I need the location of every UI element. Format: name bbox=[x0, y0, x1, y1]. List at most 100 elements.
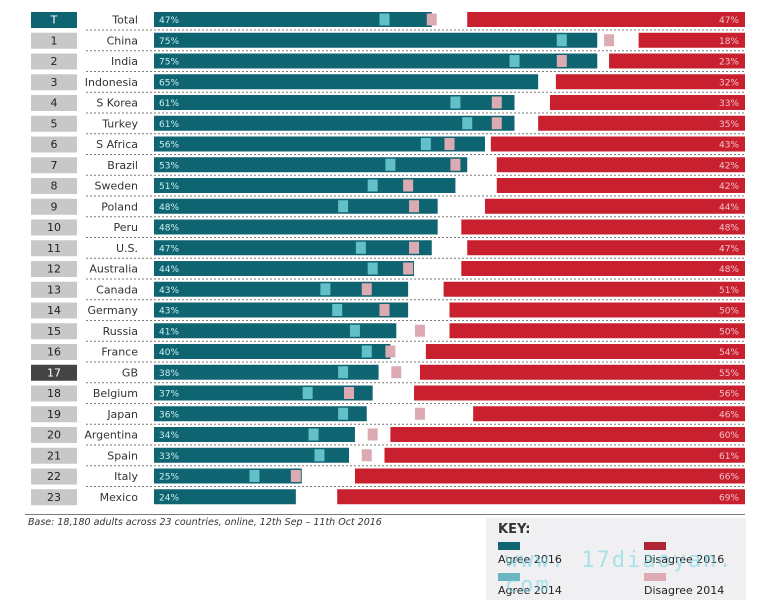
agree-2016-bar-s-korea bbox=[154, 95, 515, 110]
agree-2016-label-australia: 44% bbox=[159, 265, 179, 275]
disagree-2016-label-sweden: 42% bbox=[719, 182, 739, 192]
agree-2016-bar-argentina bbox=[154, 427, 355, 442]
agree-2016-label-sweden: 51% bbox=[159, 182, 179, 192]
footer-rule bbox=[25, 514, 745, 515]
disagree-2014-marker-u-s- bbox=[409, 241, 420, 254]
agree-2014-marker-china bbox=[556, 34, 567, 47]
agree-2016-bar-japan bbox=[154, 406, 367, 422]
rank-label-china: 1 bbox=[51, 34, 58, 47]
disagree-2016-label-turkey: 35% bbox=[719, 120, 739, 130]
disagree-2014-marker-japan bbox=[414, 407, 425, 420]
rank-badge-russia bbox=[31, 323, 77, 340]
disagree-2016-label-s-africa: 43% bbox=[719, 141, 739, 151]
country-label-france: France bbox=[101, 346, 138, 359]
agree-2016-bar-peru bbox=[154, 219, 438, 235]
agree-2016-bar-indonesia bbox=[154, 74, 539, 90]
disagree-2016-bar-brazil bbox=[496, 157, 745, 173]
disagree-2016-bar-s-korea bbox=[549, 95, 745, 110]
agree-2016-label-brazil: 53% bbox=[159, 161, 179, 171]
country-label-peru: Peru bbox=[113, 221, 138, 234]
rank-badge-france bbox=[31, 344, 77, 360]
disagree-2016-label-total: 47% bbox=[719, 16, 739, 26]
legend-swatch-disagree-2014 bbox=[644, 573, 666, 581]
agree-2014-marker-argentina bbox=[308, 428, 319, 441]
agree-2016-bar-total bbox=[154, 12, 432, 27]
rank-label-total: T bbox=[50, 14, 58, 27]
rank-badge-gb bbox=[31, 364, 77, 381]
agree-2014-marker-turkey bbox=[462, 117, 473, 130]
disagree-2016-bar-s-africa bbox=[490, 136, 745, 152]
agree-2014-marker-spain bbox=[314, 449, 325, 462]
country-label-turkey: Turkey bbox=[101, 117, 138, 130]
disagree-2014-marker-brazil bbox=[450, 158, 461, 171]
disagree-2014-marker-france bbox=[385, 345, 396, 358]
rank-label-russia: 15 bbox=[47, 325, 61, 338]
country-label-mexico: Mexico bbox=[100, 491, 139, 504]
rank-badge-s-africa bbox=[31, 136, 77, 153]
disagree-2016-bar-australia bbox=[461, 261, 745, 276]
rank-label-australia: 12 bbox=[47, 263, 61, 276]
disagree-2016-label-poland: 44% bbox=[719, 203, 739, 213]
agree-2016-label-japan: 36% bbox=[159, 410, 179, 420]
disagree-2016-label-canada: 51% bbox=[719, 286, 739, 296]
rank-badge-india bbox=[31, 53, 77, 70]
agree-2014-marker-brazil bbox=[385, 158, 396, 171]
rank-label-peru: 10 bbox=[47, 221, 61, 234]
agree-2016-bar-india bbox=[154, 53, 598, 69]
legend-swatch-agree-2014 bbox=[498, 573, 520, 581]
country-label-s-africa: S Africa bbox=[96, 138, 138, 151]
disagree-2016-bar-canada bbox=[443, 281, 745, 297]
disagree-2016-bar-gb bbox=[419, 364, 745, 380]
legend-item-disagree-2014: Disagree 2014 bbox=[644, 573, 724, 597]
disagree-2016-label-india: 23% bbox=[719, 58, 739, 68]
disagree-2016-bar-france bbox=[425, 344, 745, 359]
rank-label-u-s-: 11 bbox=[47, 242, 61, 255]
country-label-sweden: Sweden bbox=[95, 180, 138, 193]
rank-badge-indonesia bbox=[31, 74, 77, 91]
country-label-u-s-: U.S. bbox=[116, 242, 138, 255]
rank-label-india: 2 bbox=[51, 55, 58, 68]
agree-2016-bar-italy bbox=[154, 468, 302, 484]
agree-2016-bar-gb bbox=[154, 364, 379, 380]
country-label-s-korea: S Korea bbox=[96, 97, 138, 110]
rank-badge-canada bbox=[31, 281, 77, 298]
country-label-total: Total bbox=[111, 14, 138, 27]
agree-2016-label-indonesia: 65% bbox=[159, 78, 179, 88]
legend-label: Agree 2016 bbox=[498, 553, 562, 566]
rank-badge-spain bbox=[31, 447, 77, 464]
rank-label-mexico: 23 bbox=[47, 491, 61, 504]
agree-2016-label-argentina: 34% bbox=[159, 431, 179, 441]
legend-item-agree-2016: Agree 2016 bbox=[498, 542, 562, 566]
agree-2016-label-france: 40% bbox=[159, 348, 179, 358]
country-label-spain: Spain bbox=[107, 449, 138, 462]
agree-2016-label-russia: 41% bbox=[159, 327, 179, 337]
disagree-2014-marker-total bbox=[426, 13, 437, 26]
agree-2014-marker-total bbox=[379, 13, 390, 26]
disagree-2016-bar-china bbox=[638, 32, 745, 48]
rank-badge-china bbox=[31, 32, 77, 49]
disagree-2016-label-u-s-: 47% bbox=[719, 244, 739, 254]
disagree-2016-bar-total bbox=[467, 12, 745, 27]
country-label-gb: GB bbox=[122, 366, 138, 379]
agree-2016-bar-mexico bbox=[154, 489, 296, 505]
agree-2016-label-total: 47% bbox=[159, 16, 179, 26]
disagree-2014-marker-india bbox=[556, 55, 567, 67]
rank-label-italy: 22 bbox=[47, 470, 61, 483]
disagree-2014-marker-turkey bbox=[491, 117, 502, 130]
agree-2016-label-mexico: 24% bbox=[159, 493, 179, 503]
disagree-2016-label-gb: 55% bbox=[719, 369, 739, 379]
disagree-2014-marker-russia bbox=[414, 324, 425, 337]
rank-badge-argentina bbox=[31, 427, 77, 443]
agree-2016-label-s-africa: 56% bbox=[159, 141, 179, 151]
country-label-russia: Russia bbox=[103, 325, 138, 338]
rank-label-s-africa: 6 bbox=[51, 138, 58, 151]
disagree-2016-bar-italy bbox=[354, 468, 745, 484]
disagree-2014-marker-s-korea bbox=[491, 96, 502, 109]
agree-2014-marker-u-s- bbox=[355, 241, 366, 254]
agree-2016-bar-spain bbox=[154, 447, 350, 463]
rank-badge-poland bbox=[31, 198, 77, 215]
disagree-2016-label-indonesia: 32% bbox=[719, 78, 739, 88]
agree-2016-label-canada: 43% bbox=[159, 286, 179, 296]
agree-2016-bar-sweden bbox=[154, 178, 456, 193]
